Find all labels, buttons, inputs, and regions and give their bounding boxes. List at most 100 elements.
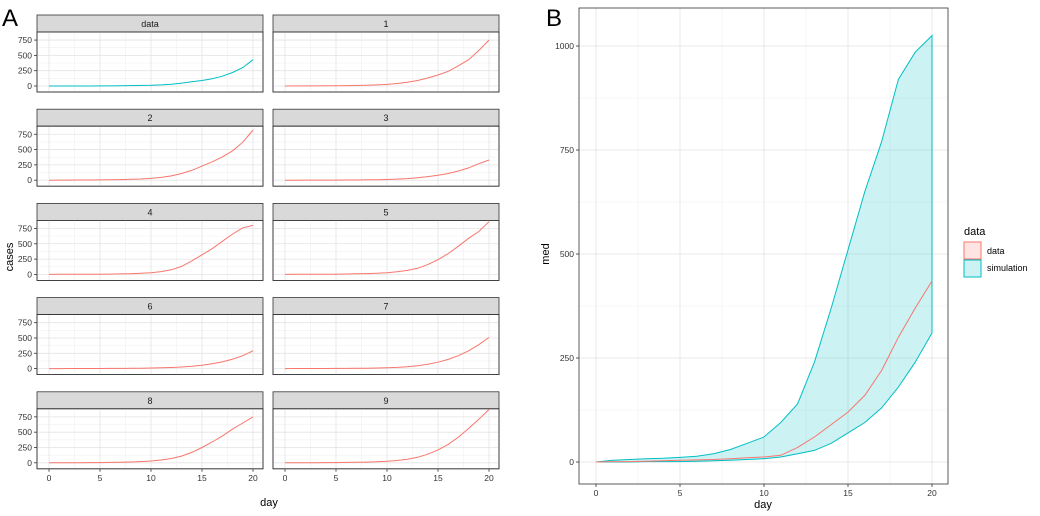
series-line-7 [284, 336, 490, 370]
legend: data data simulation [963, 226, 1028, 278]
y-tick-label: 500 [18, 333, 32, 343]
facet-5: 5 [272, 202, 500, 281]
facet-border [272, 314, 500, 376]
y-tick-label: 500 [18, 145, 32, 155]
facet-strip-label: 4 [147, 207, 152, 217]
x-tick-label: 20 [248, 473, 258, 483]
facet-strip-label: 3 [383, 113, 388, 123]
y-tick-label: 250 [560, 353, 574, 363]
facet-border [272, 219, 500, 281]
x-tick-label: 10 [759, 488, 769, 498]
series-line-8 [48, 416, 254, 464]
facet-panel [272, 408, 500, 470]
legend-key-data [963, 241, 982, 260]
y-tick-label: 500 [560, 249, 574, 259]
y-tick-label: 750 [18, 35, 32, 45]
panel-a-faceted-chart: data025050075012025050075034025050075056… [18, 14, 500, 483]
panel-a-y-axis-title: cases [4, 242, 16, 271]
y-tick-label: 250 [18, 442, 32, 452]
panel-a-label: A [2, 5, 18, 32]
y-tick-label: 250 [18, 66, 32, 76]
y-tick-label: 0 [27, 458, 32, 468]
plot-border [578, 7, 949, 485]
x-tick-label: 10 [382, 473, 392, 483]
data-median-line [595, 280, 933, 463]
y-tick-label: 750 [18, 412, 32, 422]
y-tick-label: 250 [18, 160, 32, 170]
facet-border [36, 125, 264, 187]
y-tick-label: 0 [27, 364, 32, 374]
facet-data: data 0 250 500 750 [18, 14, 264, 93]
series-line-6 [49, 350, 254, 370]
y-tick-label: 750 [18, 318, 32, 328]
y-tick-label: 250 [18, 254, 32, 264]
facet-panel [36, 219, 264, 281]
y-tick-label: 0 [27, 269, 32, 279]
x-tick-label: 15 [197, 473, 207, 483]
x-tick-label: 0 [594, 488, 599, 498]
facet-strip-label: data [141, 19, 159, 29]
y-tick-label: 500 [18, 427, 32, 437]
y-tick-label: 0 [569, 457, 574, 467]
facet-strip-label: 1 [383, 19, 388, 29]
x-tick-label: 5 [678, 488, 683, 498]
facet-panel [272, 219, 500, 281]
facet-7: 7 [272, 297, 500, 376]
legend-key-simulation [963, 259, 982, 278]
facet-border [272, 31, 500, 93]
facet-border [272, 125, 500, 187]
facet-strip-label: 2 [147, 113, 152, 123]
x-tick-label: 15 [843, 488, 853, 498]
facet-strip-label: 8 [147, 396, 152, 406]
legend-title: data [964, 226, 986, 238]
plot-background [579, 8, 948, 484]
x-tick-label: 10 [146, 473, 156, 483]
x-tick-label: 15 [433, 473, 443, 483]
facet-panel [272, 314, 500, 376]
y-tick-label: 750 [18, 223, 32, 233]
series-line-5 [284, 221, 490, 275]
series-line-3 [285, 159, 490, 181]
facet-border [36, 314, 264, 376]
facet-8: 8 0 250 500 750 0 5 10 15 20 [18, 391, 264, 483]
x-tick-label: 5 [98, 473, 103, 483]
facet-panel [272, 125, 500, 187]
facet-2: 2 0 250 500 750 [18, 108, 264, 187]
x-tick-label: 0 [47, 473, 52, 483]
facet-border [36, 408, 264, 470]
facet-border [36, 31, 264, 93]
legend-label-data: data [987, 246, 1005, 256]
y-tick-label: 500 [18, 239, 32, 249]
facet-6: 6 0 250 500 750 [18, 297, 264, 376]
y-tick-label: 0 [27, 175, 32, 185]
facet-panel [36, 408, 264, 470]
series-line-9 [284, 409, 490, 464]
facet-border [36, 219, 264, 281]
y-tick-label: 750 [560, 145, 574, 155]
facet-3: 3 [272, 108, 500, 187]
x-tick-label: 20 [927, 488, 937, 498]
y-tick-label: 250 [18, 348, 32, 358]
y-tick-label: 0 [27, 81, 32, 91]
x-tick-label: 20 [484, 473, 494, 483]
x-tick-label: 5 [334, 473, 339, 483]
series-line-1 [284, 39, 490, 87]
facet-panel [36, 31, 264, 93]
series-line-2 [48, 129, 254, 181]
series-line-4 [48, 224, 254, 275]
simulation-ribbon [595, 34, 933, 463]
panel-a-x-axis-title: day [260, 497, 278, 509]
facet-panel [36, 314, 264, 376]
facet-1: 1 [272, 14, 500, 93]
facet-border [272, 408, 500, 470]
facet-9: 9 0 5 10 15 20 [272, 391, 500, 483]
facet-strip-label: 5 [383, 207, 388, 217]
y-tick-label: 750 [18, 129, 32, 139]
panel-b-label: B [546, 5, 562, 32]
series-line-data [49, 59, 254, 87]
facet-strip-label: 7 [383, 302, 388, 312]
x-tick-label: 0 [283, 473, 288, 483]
panel-b-x-axis-title: day [754, 499, 772, 511]
panel-b-y-axis-title: med [540, 243, 552, 264]
